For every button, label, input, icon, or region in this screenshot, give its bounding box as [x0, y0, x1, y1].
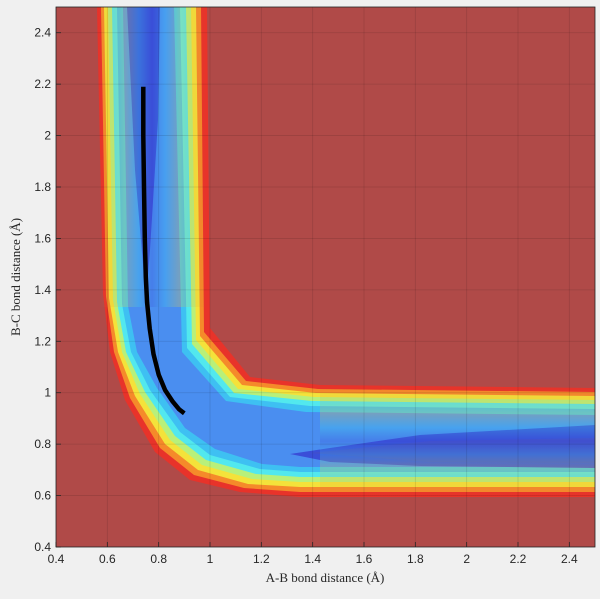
x-tick-label: 2 [463, 552, 470, 566]
y-axis-label: B-C bond distance (Å) [8, 218, 23, 336]
y-tick-label: 0.4 [34, 540, 51, 554]
x-tick-label: 0.6 [99, 552, 116, 566]
y-tick-label: 1.4 [34, 283, 51, 297]
x-tick-label: 1 [207, 552, 214, 566]
y-tick-label: 2.2 [34, 77, 51, 91]
y-tick-label: 1.2 [34, 334, 51, 348]
x-tick-label: 1.8 [407, 552, 424, 566]
exit-shading [320, 385, 595, 497]
x-tick-label: 0.8 [150, 552, 167, 566]
y-tick-label: 1 [44, 386, 51, 400]
y-tick-label: 2 [44, 129, 51, 143]
x-tick-label: 1.2 [253, 552, 270, 566]
x-tick-label: 2.4 [561, 552, 578, 566]
entrance-shading [97, 7, 207, 307]
x-tick-label: 2.2 [510, 552, 527, 566]
y-tick-label: 2.4 [34, 26, 51, 40]
trajectory-line [141, 86, 186, 416]
y-tick-label: 0.6 [34, 489, 51, 503]
x-tick-label: 1.4 [304, 552, 321, 566]
y-tick-label: 0.8 [34, 437, 51, 451]
energy-surface [56, 7, 595, 547]
x-axis-ticks: 0.4 0.6 0.8 1 1.2 1.4 1.6 1.8 2 2.2 2.4 [48, 542, 578, 566]
y-tick-label: 1.6 [34, 231, 51, 245]
x-tick-label: 1.6 [356, 552, 373, 566]
y-axis-ticks: 0.4 0.6 0.8 1 1.2 1.4 1.6 1.8 2 2.2 2.4 [34, 26, 61, 554]
y-tick-label: 1.8 [34, 180, 51, 194]
x-tick-label: 0.4 [48, 552, 65, 566]
plot-frame [55, 6, 596, 548]
x-axis-label: A-B bond distance (Å) [266, 570, 385, 585]
